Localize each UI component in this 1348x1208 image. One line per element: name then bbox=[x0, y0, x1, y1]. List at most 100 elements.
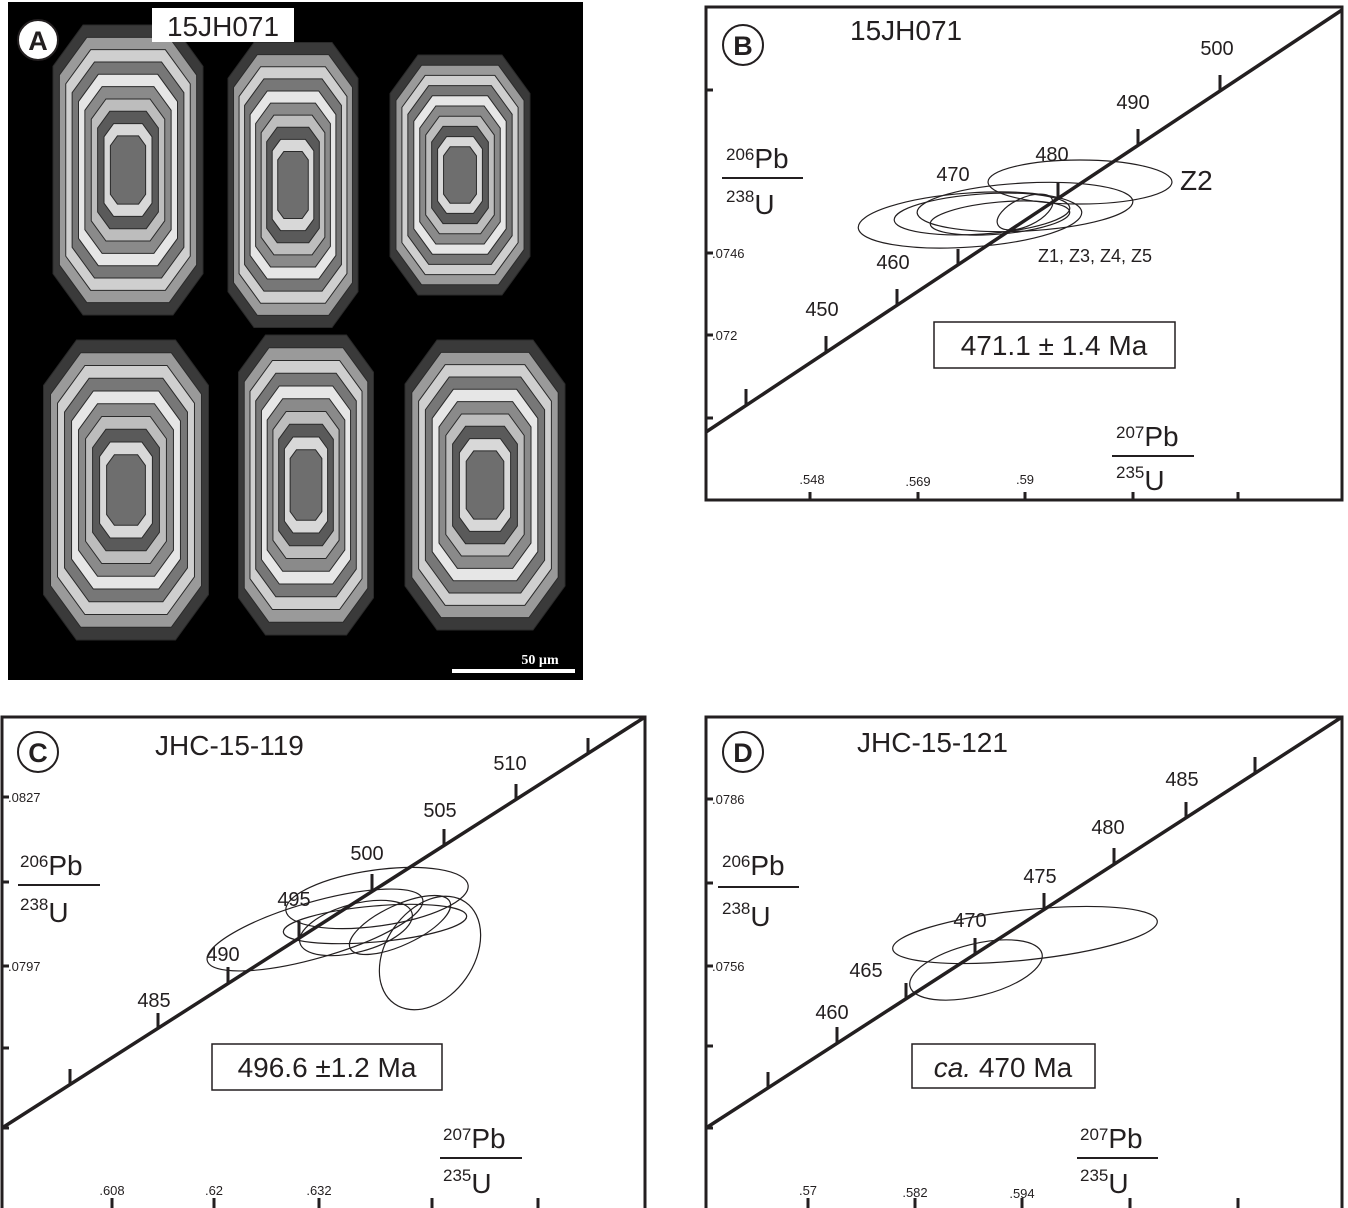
element: Pb bbox=[48, 850, 82, 881]
y-tick-label: .0756 bbox=[712, 959, 745, 974]
panel-label: D bbox=[733, 738, 753, 768]
age-label: 460 bbox=[876, 252, 909, 274]
zircon-zone bbox=[278, 152, 309, 219]
age-label: 485 bbox=[137, 990, 170, 1012]
age-ticks bbox=[768, 757, 1255, 1088]
mass: 207 bbox=[1116, 423, 1144, 442]
age-label: 460 bbox=[815, 1002, 848, 1024]
element: U bbox=[754, 189, 774, 220]
y-axis-label: 206Pb 238U bbox=[722, 143, 803, 220]
age-result: 471.1 ± 1.4 Ma bbox=[961, 330, 1148, 361]
mass: 206 bbox=[726, 145, 754, 164]
svg-text:207Pb: 207Pb bbox=[1116, 421, 1179, 452]
age-label: 510 bbox=[493, 753, 526, 775]
age-label: 470 bbox=[953, 910, 986, 932]
element: U bbox=[750, 901, 770, 932]
age-result: 496.6 ±1.2 Ma bbox=[238, 1052, 417, 1083]
svg-text:206Pb: 206Pb bbox=[20, 850, 83, 881]
zircon-zone bbox=[110, 136, 145, 204]
y-tick-label: .0827 bbox=[8, 790, 41, 805]
scale-bar-label: 50 µm bbox=[521, 653, 559, 668]
plot-frame bbox=[706, 717, 1342, 1208]
x-axis-label: 207Pb 235U bbox=[1077, 1123, 1158, 1199]
svg-text:235U: 235U bbox=[443, 1166, 492, 1199]
panel-a: A 15JH071 50 µm bbox=[8, 2, 583, 680]
x-tick-label: .57 bbox=[799, 1183, 817, 1198]
x-tick-label: .608 bbox=[99, 1183, 124, 1198]
x-tick-label: .582 bbox=[902, 1185, 927, 1200]
x-tick-label: .548 bbox=[799, 472, 824, 487]
ellipse bbox=[893, 188, 1071, 240]
plot-frame bbox=[2, 717, 645, 1208]
mass: 238 bbox=[726, 187, 754, 206]
x-axis-label: 207Pb 235U bbox=[1112, 421, 1194, 496]
sample-name: JHC-15-119 bbox=[155, 730, 304, 761]
panel-d: 460 465 470 475 480 485 .0786 .0756 .57 … bbox=[706, 717, 1342, 1208]
x-tick-label: .594 bbox=[1009, 1186, 1034, 1201]
element: U bbox=[1108, 1168, 1128, 1199]
svg-text:207Pb: 207Pb bbox=[1080, 1123, 1143, 1154]
sample-name: 15JH071 bbox=[167, 11, 279, 42]
ellipse-label: Z2 bbox=[1180, 165, 1213, 196]
svg-text:207Pb: 207Pb bbox=[443, 1123, 506, 1154]
zircon-zone bbox=[466, 451, 504, 519]
x-tick-label: .569 bbox=[905, 474, 930, 489]
age-result-group: ca. 470 Ma bbox=[934, 1052, 1073, 1083]
error-ellipses bbox=[856, 160, 1172, 255]
y-tick-label: .0786 bbox=[712, 792, 745, 807]
x-tick-label: .62 bbox=[205, 1183, 223, 1198]
element: Pb bbox=[1144, 421, 1178, 452]
zircon-zone bbox=[290, 450, 322, 521]
panel-label: B bbox=[733, 31, 753, 61]
zircon-zone bbox=[107, 455, 146, 526]
panel-c: 485 490 495 500 505 510 .0827 .0797 .608… bbox=[2, 717, 645, 1208]
mass: 207 bbox=[443, 1125, 471, 1144]
element: U bbox=[471, 1168, 491, 1199]
age-label: 505 bbox=[423, 800, 456, 822]
age-label: 490 bbox=[1116, 92, 1149, 114]
x-tick-label: .632 bbox=[306, 1183, 331, 1198]
y-axis-label: 206Pb 238U bbox=[718, 850, 799, 932]
x-axis-label: 207Pb 235U bbox=[440, 1123, 522, 1199]
mass: 207 bbox=[1080, 1125, 1108, 1144]
svg-text:238U: 238U bbox=[20, 895, 69, 928]
ellipse-label: Z1, Z3, Z4, Z5 bbox=[1038, 246, 1152, 266]
mass: 238 bbox=[722, 899, 750, 918]
age-label: 490 bbox=[206, 944, 239, 966]
age-label: 485 bbox=[1165, 769, 1198, 791]
error-ellipses bbox=[890, 896, 1160, 1011]
age-label: 500 bbox=[1200, 38, 1233, 60]
plot-frame bbox=[706, 7, 1342, 500]
age-label: 470 bbox=[936, 164, 969, 186]
element: U bbox=[48, 897, 68, 928]
element: Pb bbox=[754, 143, 788, 174]
age-result: 470 Ma bbox=[979, 1052, 1073, 1083]
panel-b: 450 460 470 480 490 500 Z2 Z1, Z3, Z4, Z… bbox=[706, 7, 1342, 500]
figure: A 15JH071 50 µm 450 460 470 480 490 500 bbox=[0, 0, 1348, 1208]
y-tick-label: .0797 bbox=[8, 959, 41, 974]
panel-label: C bbox=[28, 738, 48, 768]
element: Pb bbox=[750, 850, 784, 881]
y-tick-label: .0746 bbox=[712, 246, 745, 261]
ellipse bbox=[890, 896, 1160, 974]
svg-text:206Pb: 206Pb bbox=[722, 850, 785, 881]
mass: 235 bbox=[1116, 463, 1144, 482]
age-label: 475 bbox=[1023, 866, 1056, 888]
age-label: 465 bbox=[849, 960, 882, 982]
element: Pb bbox=[1108, 1123, 1142, 1154]
y-axis-label: 206Pb 238U bbox=[18, 850, 100, 928]
sample-name: JHC-15-121 bbox=[857, 727, 1008, 758]
age-label: 500 bbox=[350, 843, 383, 865]
age-label: 450 bbox=[805, 299, 838, 321]
x-tick-label: .59 bbox=[1016, 472, 1034, 487]
mass: 235 bbox=[443, 1166, 471, 1185]
mass: 206 bbox=[20, 852, 48, 871]
y-tick-label: .072 bbox=[712, 328, 737, 343]
mass: 206 bbox=[722, 852, 750, 871]
element: Pb bbox=[471, 1123, 505, 1154]
element: U bbox=[1144, 465, 1164, 496]
age-label: 480 bbox=[1091, 817, 1124, 839]
age-prefix: ca. bbox=[934, 1052, 971, 1083]
svg-text:206Pb: 206Pb bbox=[726, 143, 789, 174]
svg-text:235U: 235U bbox=[1116, 463, 1165, 496]
